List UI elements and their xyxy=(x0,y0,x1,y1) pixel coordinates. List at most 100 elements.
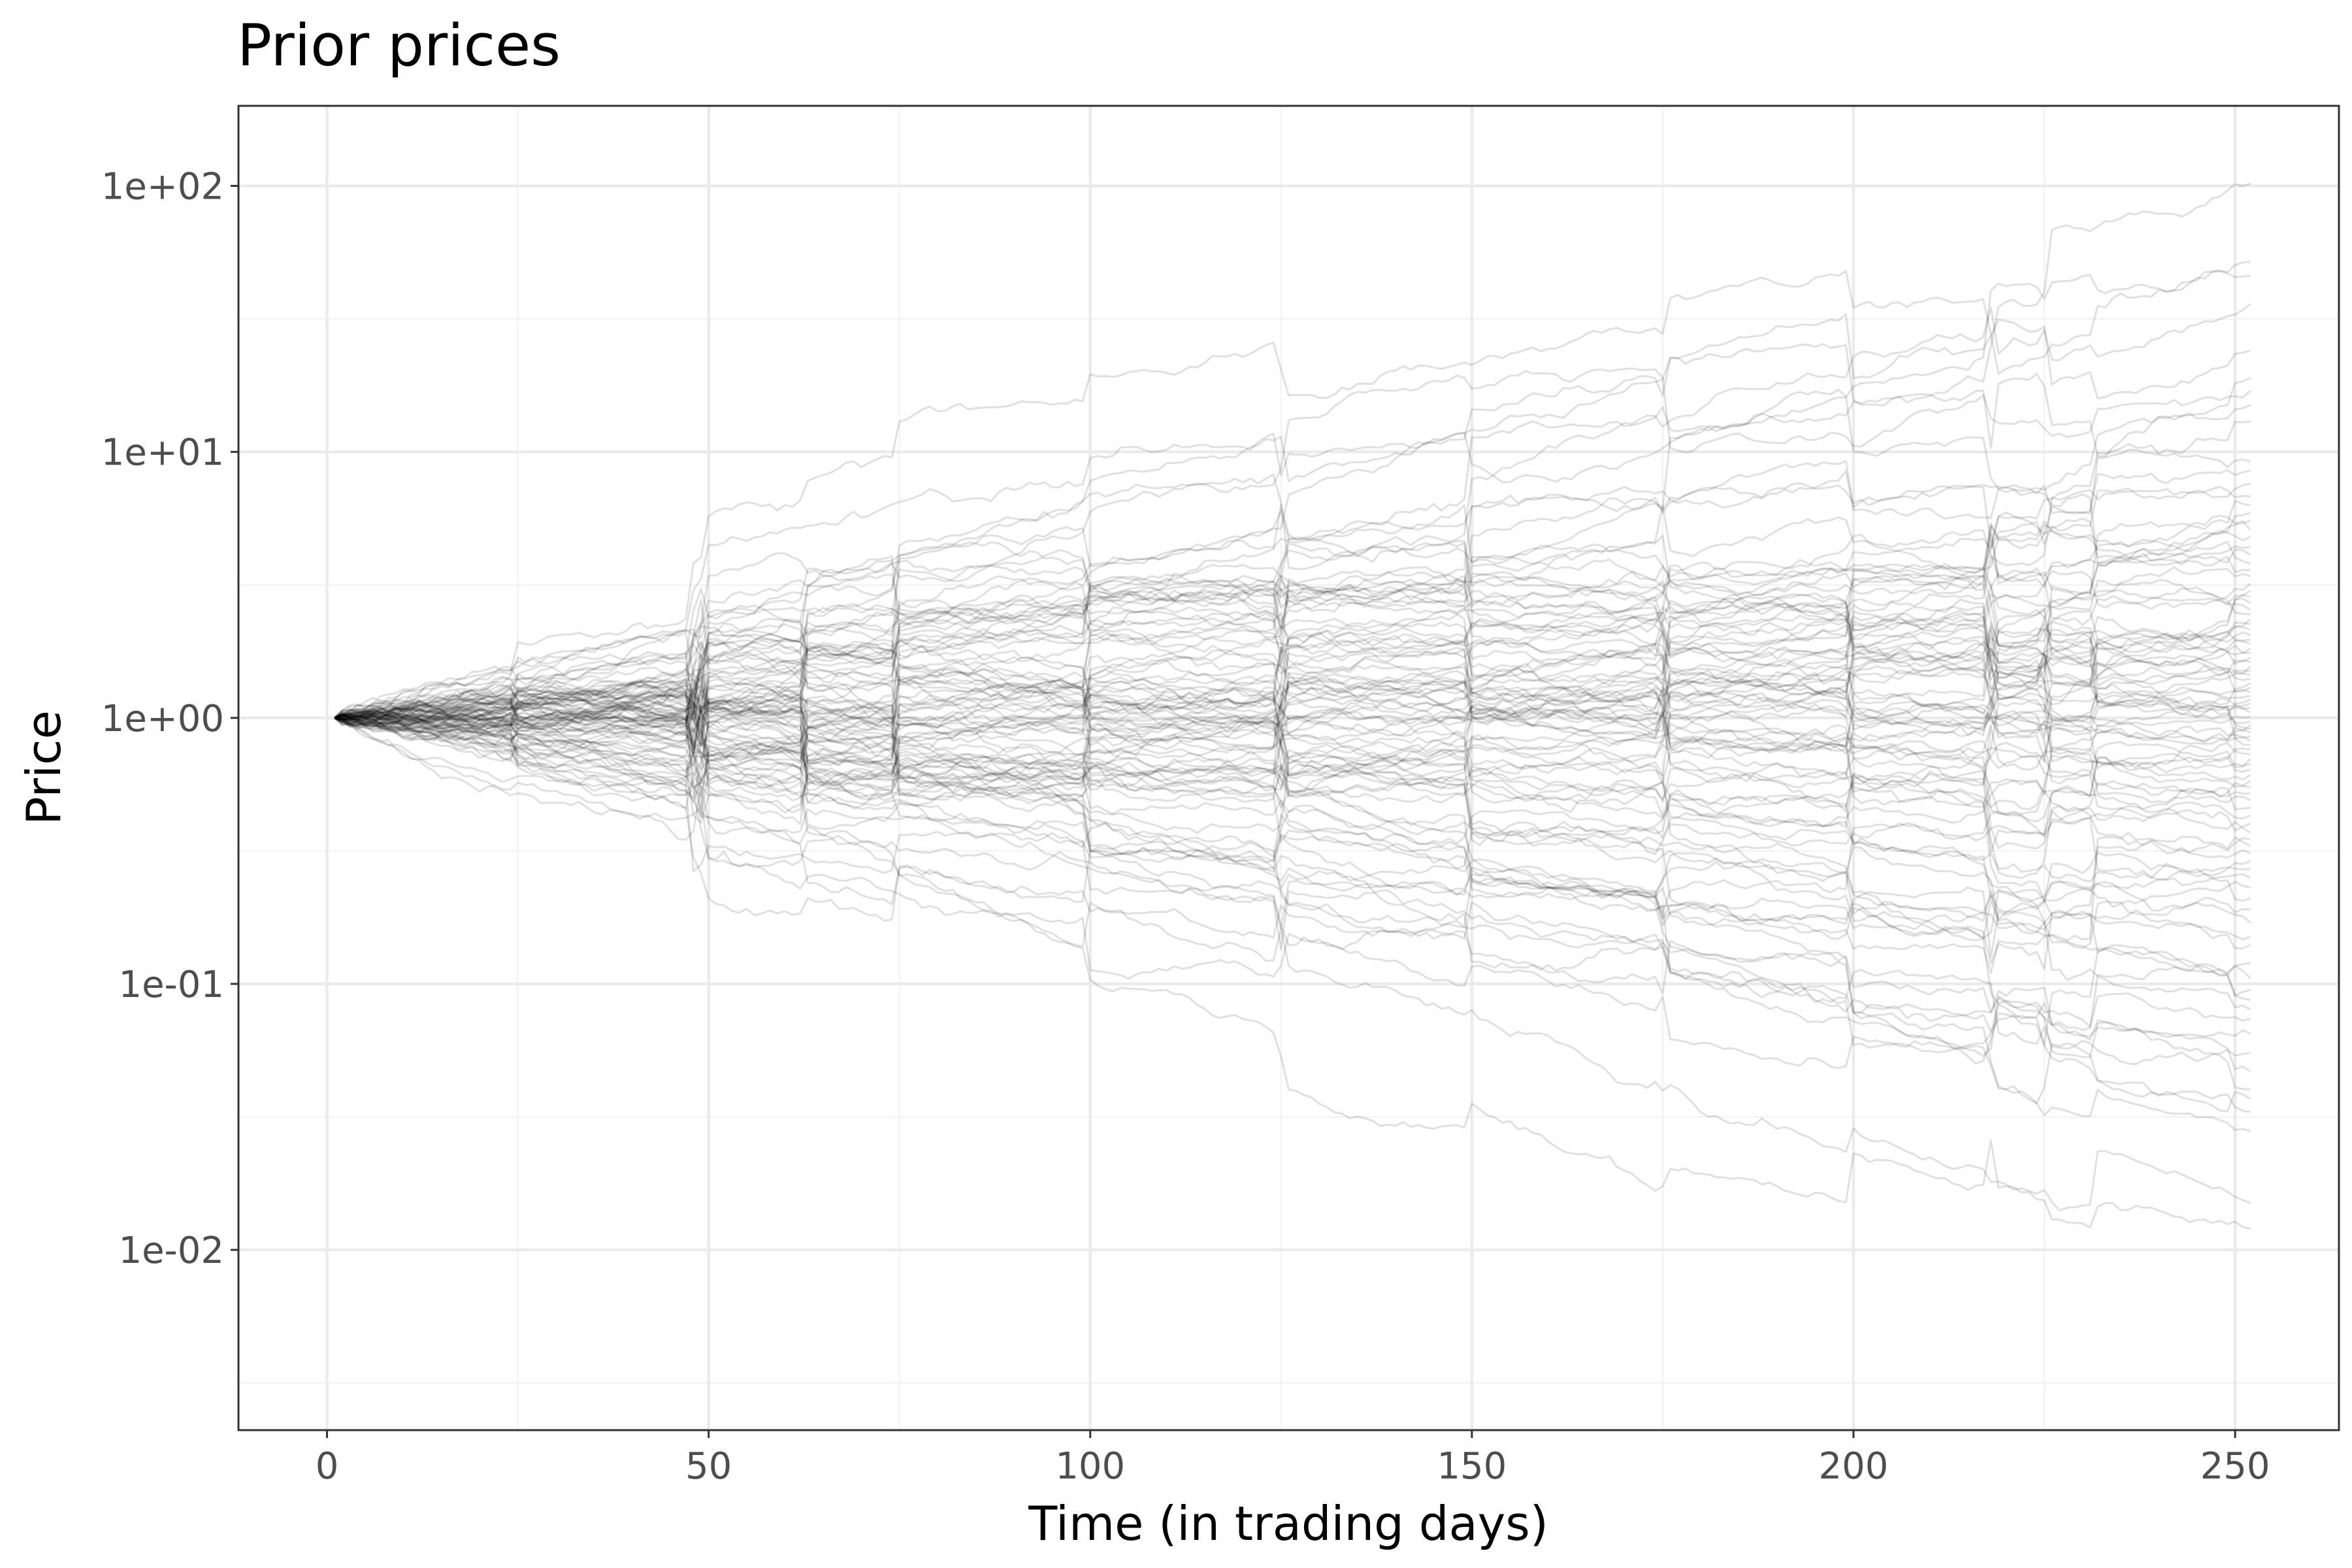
price-path-line xyxy=(334,717,2251,906)
y-tick-label: 1e+00 xyxy=(101,698,224,740)
price-path-line xyxy=(334,645,2251,798)
x-tick-label: 200 xyxy=(1819,1445,1889,1488)
price-path-line xyxy=(335,367,2251,722)
price-path-line xyxy=(334,631,2251,832)
price-path-line xyxy=(334,621,2251,811)
price-path-line xyxy=(334,555,2251,719)
price-path-line xyxy=(334,534,2251,723)
price-path-line xyxy=(334,717,2251,1091)
price-path-line xyxy=(334,706,2251,924)
price-path-line xyxy=(334,697,2251,924)
price-path-line xyxy=(334,389,2251,719)
price-path-line xyxy=(334,695,2251,1028)
price-path-line xyxy=(334,570,2251,740)
price-path-line xyxy=(334,711,2251,902)
price-path-line xyxy=(334,626,2251,799)
x-axis-title: Time (in trading days) xyxy=(1028,1496,1548,1551)
price-path-line xyxy=(334,525,2251,741)
x-tick-label: 100 xyxy=(1055,1445,1125,1488)
price-path-line xyxy=(335,573,2251,720)
price-path-line xyxy=(334,372,2251,719)
price-path-line xyxy=(334,512,2251,729)
price-path-line xyxy=(334,713,2251,979)
price-path-line xyxy=(334,269,2251,719)
price-path-line xyxy=(334,182,2251,721)
price-path-line xyxy=(334,646,2251,742)
price-path-line xyxy=(334,404,2251,721)
price-paths xyxy=(334,182,2251,1230)
y-axis: 1e-02 1e-01 1e+00 1e+01 1e+02 xyxy=(101,166,238,1272)
price-path-line xyxy=(334,658,2251,913)
price-path-line xyxy=(334,625,2251,757)
x-tick-label: 0 xyxy=(316,1445,339,1488)
price-path-line xyxy=(334,716,2251,1032)
price-path-line xyxy=(334,703,2251,883)
y-axis-title: Price xyxy=(16,710,71,825)
price-path-line xyxy=(334,642,2251,796)
price-path-line xyxy=(335,500,2251,723)
price-path-line xyxy=(334,670,2251,828)
y-tick-label: 1e+02 xyxy=(101,166,224,208)
price-path-line xyxy=(334,717,2251,997)
price-path-line xyxy=(334,612,2251,772)
price-path-line xyxy=(335,708,2251,1132)
price-path-line xyxy=(335,647,2251,799)
price-path-line xyxy=(334,647,2251,784)
grid-lines xyxy=(238,106,2339,1430)
price-path-line xyxy=(334,712,2251,949)
price-path-line xyxy=(334,623,2251,735)
price-path-line xyxy=(334,714,2251,1054)
price-path-line xyxy=(335,716,2251,1105)
price-path-line xyxy=(334,710,2251,879)
price-path-line xyxy=(334,522,2251,727)
price-path-line xyxy=(334,621,2251,823)
price-path-line xyxy=(335,687,2251,804)
price-path-line xyxy=(334,713,2251,1011)
price-path-line xyxy=(334,711,2251,1041)
y-tick-label: 1e-02 xyxy=(118,1230,224,1272)
price-path-line xyxy=(334,710,2251,959)
price-path-line xyxy=(334,594,2251,723)
price-path-line xyxy=(335,675,2251,798)
price-path-line xyxy=(334,623,2251,757)
price-path-line xyxy=(335,638,2251,834)
price-path-line xyxy=(334,711,2251,1113)
price-path-line xyxy=(334,656,2251,773)
price-path-line xyxy=(334,485,2251,757)
price-path-line xyxy=(334,313,2251,725)
price-path-line xyxy=(335,711,2251,941)
chart-title: Prior prices xyxy=(237,12,561,79)
price-path-line xyxy=(335,638,2251,791)
price-path-line xyxy=(334,574,2251,758)
price-path-line xyxy=(334,504,2251,719)
price-path-line xyxy=(334,567,2251,731)
price-path-line xyxy=(334,579,2251,750)
price-path-line xyxy=(334,679,2251,789)
price-path-line xyxy=(334,594,2251,747)
x-axis: 0 50 100 150 200 250 xyxy=(316,1430,2270,1488)
price-path-line xyxy=(334,592,2251,726)
x-tick-label: 50 xyxy=(685,1445,732,1488)
price-path-line xyxy=(334,653,2251,1113)
price-path-line xyxy=(334,681,2251,785)
y-tick-label: 1e-01 xyxy=(118,964,224,1006)
price-path-line xyxy=(334,702,2251,902)
price-path-line xyxy=(334,532,2251,725)
price-path-line xyxy=(335,260,2251,721)
plot-panel-border xyxy=(237,105,2340,1431)
price-path-line xyxy=(334,460,2251,739)
y-tick-label: 1e+01 xyxy=(101,432,224,474)
price-path-line xyxy=(334,589,2251,766)
price-path-line xyxy=(334,543,2251,746)
price-path-line xyxy=(334,702,2251,789)
price-path-line xyxy=(335,669,2251,765)
price-path-line xyxy=(334,566,2251,766)
price-path-line xyxy=(335,615,2251,731)
price-path-line xyxy=(334,514,2251,760)
price-path-line xyxy=(335,623,2251,751)
price-path-line xyxy=(334,685,2251,801)
price-path-line xyxy=(334,715,2251,970)
price-path-line xyxy=(334,717,2251,1212)
price-path-line xyxy=(334,608,2251,733)
